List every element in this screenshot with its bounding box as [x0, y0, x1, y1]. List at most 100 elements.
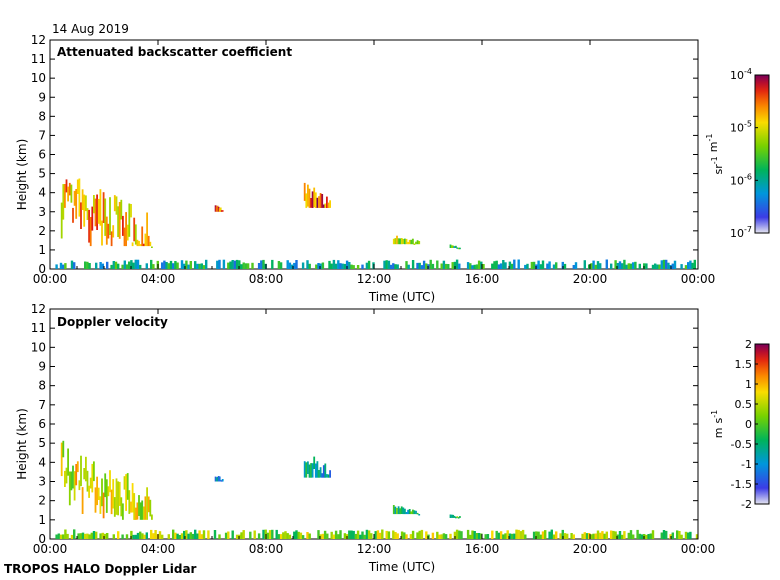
echo-column: [396, 508, 398, 515]
echo-column: [311, 191, 314, 208]
echo-column: [394, 506, 397, 515]
y-tick-label: 5: [38, 167, 46, 181]
echo-column: [64, 470, 66, 487]
echo-column: [348, 530, 351, 539]
echo-column: [513, 259, 516, 269]
echo-column: [311, 463, 314, 478]
colorbar-tick-label: 10-5: [730, 120, 752, 135]
echo-column: [689, 260, 692, 269]
echo-column: [420, 265, 424, 269]
echo-column: [480, 261, 483, 269]
echo-column: [120, 497, 123, 517]
echo-column: [138, 495, 140, 516]
echo-column: [475, 264, 479, 269]
echo-column: [293, 531, 296, 539]
echo-column: [149, 499, 152, 517]
colorbar-tick-label: 10-6: [730, 172, 752, 187]
echo-column: [530, 261, 534, 269]
echo-column: [73, 529, 76, 539]
chart-title: Doppler velocity: [57, 315, 168, 329]
echo-column: [101, 220, 103, 246]
colorbar-exponent: -7: [744, 225, 752, 234]
echo-column: [455, 245, 457, 248]
echo-column: [130, 530, 133, 539]
echo-column: [640, 534, 644, 539]
echo-column: [361, 531, 364, 539]
echo-column: [76, 179, 79, 194]
echo-column: [365, 262, 369, 269]
echo-column: [504, 533, 507, 539]
echo-column: [117, 206, 119, 237]
echo-column: [400, 238, 403, 245]
echo-column: [277, 534, 281, 539]
echo-column: [411, 530, 415, 539]
echo-column: [70, 260, 74, 269]
echo-column: [453, 531, 457, 539]
echo-column: [279, 534, 283, 539]
echo-column: [559, 533, 562, 539]
echo-column: [546, 263, 549, 269]
echo-column: [596, 261, 600, 269]
echo-column: [59, 534, 63, 539]
echo-column: [167, 263, 170, 269]
echo-column: [99, 496, 102, 514]
echo-column: [555, 531, 558, 539]
echo-column: [79, 533, 82, 539]
echo-column: [70, 534, 74, 539]
echo-column: [326, 474, 328, 478]
echo-column: [385, 260, 388, 269]
echo-column: [662, 530, 666, 539]
echo-column: [91, 206, 94, 231]
echo-column: [214, 205, 217, 212]
echo-column: [418, 241, 421, 245]
echo-column: [352, 265, 355, 269]
echo-column: [122, 215, 124, 236]
echo-column: [67, 186, 69, 202]
echo-column: [62, 264, 65, 269]
echo-column: [537, 531, 540, 539]
y-tick-label: 2: [38, 224, 46, 238]
echo-column: [517, 529, 520, 539]
echo-column: [143, 534, 146, 539]
echo-column: [73, 471, 76, 501]
echo-column: [150, 529, 153, 539]
echo-column: [139, 244, 142, 247]
y-tick-label: 6: [38, 148, 46, 162]
echo-column: [242, 530, 245, 539]
echo-column: [84, 533, 87, 539]
echo-column: [396, 264, 399, 269]
echo-column: [144, 496, 147, 520]
echo-column: [687, 532, 690, 539]
echo-column: [599, 263, 602, 269]
echo-column: [216, 205, 219, 212]
echo-column: [68, 471, 71, 506]
echo-column: [459, 247, 461, 250]
echo-column: [442, 260, 446, 269]
echo-feature: [392, 505, 421, 516]
echo-column: [452, 514, 455, 518]
y-tick-label: 11: [31, 321, 46, 335]
echo-column: [128, 261, 131, 269]
echo-column: [65, 467, 68, 484]
echo-column: [279, 262, 283, 269]
echo-column: [172, 263, 175, 269]
unit-exponent: -1: [705, 134, 714, 142]
echo-column: [671, 532, 674, 539]
echo-column: [205, 259, 208, 269]
echo-column: [125, 212, 127, 247]
colorbar-tick-label: -1: [741, 458, 752, 471]
echo-column: [550, 529, 553, 539]
echo-column: [458, 263, 461, 269]
echo-column: [599, 532, 602, 539]
echo-feature: [449, 514, 461, 519]
colorbar-unit-label: sr-1m-1: [705, 134, 725, 175]
echo-column: [146, 212, 148, 247]
echo-column: [123, 476, 126, 490]
y-tick-label: 3: [38, 205, 46, 219]
echo-column: [572, 265, 575, 269]
echo-column: [290, 264, 294, 269]
echo-column: [202, 265, 206, 269]
echo-column: [202, 530, 206, 539]
echo-column: [282, 532, 285, 539]
echo-column: [570, 533, 573, 539]
